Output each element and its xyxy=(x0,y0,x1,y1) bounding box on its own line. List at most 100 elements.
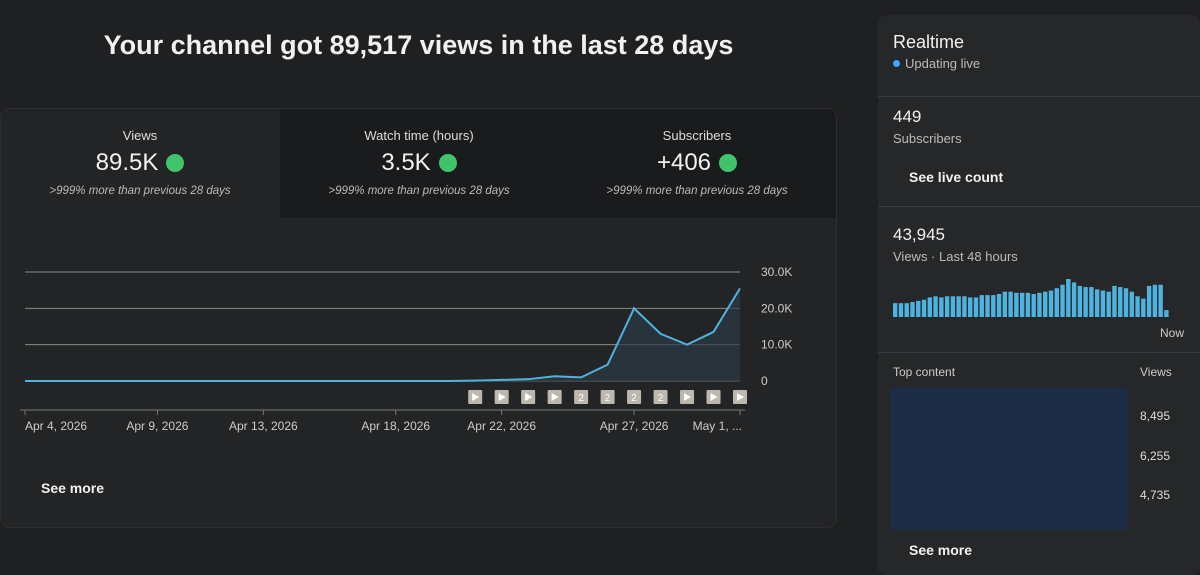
bar xyxy=(950,296,956,317)
x-tick-label: May 1, ... xyxy=(693,419,742,433)
bar xyxy=(1129,291,1134,317)
x-tick-label: Apr 18, 2026 xyxy=(361,419,430,433)
x-end-label: Now xyxy=(1160,326,1184,340)
metric-label: Views xyxy=(122,128,158,143)
bar xyxy=(1014,292,1019,317)
metric-label: Subscribers xyxy=(662,128,732,143)
bar xyxy=(921,299,927,317)
bar xyxy=(1164,310,1169,317)
play-icon xyxy=(710,393,718,401)
see-more[interactable]: See more xyxy=(909,542,973,558)
bar xyxy=(1031,293,1036,317)
subscriber-count: 449 xyxy=(893,107,922,126)
video-marker xyxy=(653,390,668,404)
bar xyxy=(991,295,996,317)
page-title: Your channel got 89,517 views in the las… xyxy=(103,30,734,60)
x-tick-label: Apr 27, 2026 xyxy=(600,419,669,433)
live-dot xyxy=(893,60,900,67)
bar xyxy=(996,293,1002,317)
thumbnail[interactable] xyxy=(890,387,1128,530)
area xyxy=(25,288,740,381)
bar xyxy=(1043,291,1048,317)
see-more[interactable]: See more xyxy=(41,480,105,496)
bar xyxy=(1141,298,1146,317)
play-icon xyxy=(498,393,506,401)
y-tick-label: 20.0K xyxy=(761,301,792,315)
bar xyxy=(898,303,904,317)
bar xyxy=(1146,285,1152,317)
metric-value: 89.5K xyxy=(95,149,159,176)
views-chart: 0 10.0K 20.0K 30.0K Apr 4, 2026 Apr 9, 2026 Ap… xyxy=(20,265,792,433)
bar xyxy=(962,296,967,317)
video-marker xyxy=(600,390,615,404)
video-count: 2 xyxy=(578,393,584,404)
bar xyxy=(1135,296,1140,317)
views-column: Views xyxy=(1140,365,1172,379)
live-count-button[interactable]: See live count xyxy=(909,169,1004,185)
play-icon xyxy=(684,393,692,401)
bar xyxy=(979,295,984,317)
realtime-chart: Now xyxy=(893,279,1184,340)
bar xyxy=(944,296,950,317)
overview-card: Views 89.5K >999% more than previous 28 … xyxy=(0,108,837,528)
metric-change: >999% more than previous 28 days xyxy=(328,185,510,197)
bar xyxy=(1071,282,1077,317)
bar xyxy=(973,297,979,317)
x-tick-label: Apr 22, 2026 xyxy=(467,419,536,433)
bar xyxy=(1123,288,1129,317)
bar xyxy=(1019,292,1025,317)
content-views: 6,255 xyxy=(1140,449,1171,463)
metric-change: >999% more than previous 28 days xyxy=(606,185,788,197)
bar xyxy=(1060,284,1065,317)
metric-value: +406 xyxy=(656,149,712,176)
metric-tab[interactable]: Views 89.5K >999% more than previous 28 … xyxy=(1,109,279,218)
play-icon xyxy=(472,393,480,401)
metric-change: >999% more than previous 28 days xyxy=(49,185,231,197)
video-count: 2 xyxy=(605,393,611,404)
play-icon xyxy=(551,393,559,401)
divider xyxy=(878,352,1200,353)
bar xyxy=(1048,290,1054,317)
bar xyxy=(1152,284,1158,317)
realtime-title: Realtime xyxy=(893,32,965,52)
metric-label: Watch time (hours) xyxy=(364,128,474,143)
bar xyxy=(1083,287,1088,317)
bar xyxy=(1100,290,1106,317)
x-tick-label: Apr 13, 2026 xyxy=(229,419,298,433)
content-views: 8,495 xyxy=(1140,409,1171,423)
bar xyxy=(1089,287,1094,317)
bar xyxy=(1066,279,1071,317)
bar xyxy=(916,300,921,317)
play-icon xyxy=(737,393,744,401)
bar xyxy=(893,303,898,317)
views-label: Views · Last 48 hours xyxy=(893,249,1018,264)
bar xyxy=(1054,288,1059,317)
bar xyxy=(1077,285,1083,317)
metric-value: 3.5K xyxy=(381,149,431,176)
y-tick-label: 30.0K xyxy=(761,265,792,279)
video-count: 2 xyxy=(631,393,637,404)
bar xyxy=(1002,291,1008,317)
top-content-title: Top content xyxy=(893,365,956,379)
bar xyxy=(1158,284,1163,317)
metric-tab[interactable]: Watch time (hours) 3.5K >999% more than … xyxy=(280,109,558,218)
metric-tab[interactable]: Subscribers +406 >999% more than previou… xyxy=(558,109,836,218)
y-tick-label: 10.0K xyxy=(761,338,792,352)
bar xyxy=(1118,287,1123,317)
line xyxy=(25,287,741,382)
content-views: 4,735 xyxy=(1140,488,1171,502)
up-icon xyxy=(166,154,185,172)
realtime-status: Updating live xyxy=(905,56,981,71)
divider xyxy=(878,96,1200,97)
up-icon xyxy=(438,154,457,172)
play-icon xyxy=(525,393,533,401)
video-count: 2 xyxy=(658,393,664,404)
bar xyxy=(985,295,990,317)
views-count: 43,945 xyxy=(893,225,945,244)
x-tick-label: Apr 9, 2026 xyxy=(126,419,188,433)
bar xyxy=(1094,289,1100,317)
video-marker xyxy=(627,390,642,404)
bar xyxy=(1008,291,1013,317)
bar xyxy=(968,297,973,317)
